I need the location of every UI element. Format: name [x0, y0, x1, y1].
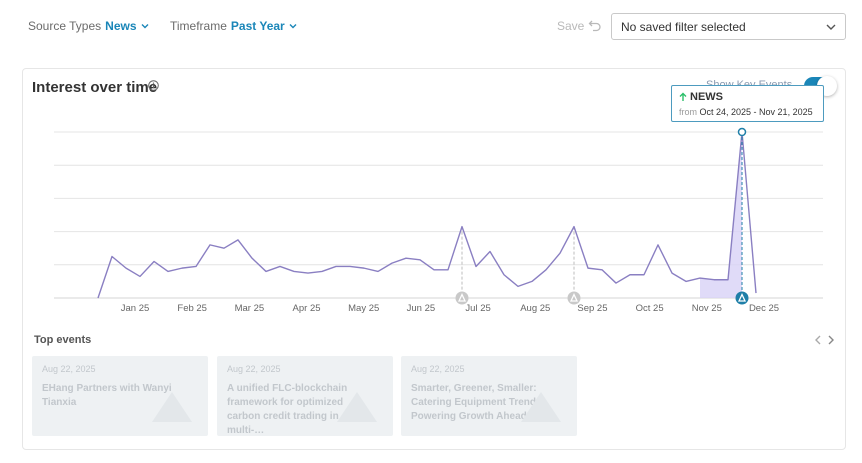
- timeframe-label: Timeframe: [170, 19, 227, 33]
- x-tick-label: Feb 25: [177, 303, 207, 314]
- x-tick-label: Apr 25: [293, 303, 321, 314]
- tooltip-range: from Oct 24, 2025 - Nov 21, 2025: [679, 107, 813, 117]
- source-types-value: News: [105, 19, 137, 33]
- chart-grid: [54, 131, 823, 299]
- chevron-down-icon: [141, 24, 149, 29]
- x-tick-label: Jul 25: [465, 303, 490, 314]
- peak-marker-glyph: [737, 292, 747, 302]
- timeframe-filter[interactable]: Timeframe Past Year: [170, 19, 297, 33]
- event-date: Aug 22, 2025: [42, 364, 96, 374]
- event-watermark-icon: [337, 392, 377, 422]
- interest-chart: Jan 25 Feb 25 Mar 25 Apr 25 May 25 Jun 25 Jul …: [54, 127, 823, 314]
- x-axis-ticks: Jan 25 Feb 25 Mar 25 Apr 25 May 25 Jun 25 Jul …: [121, 303, 779, 314]
- peak-event-marker[interactable]: [735, 291, 749, 305]
- x-tick-label: Aug 25: [520, 303, 550, 314]
- event-date: Aug 22, 2025: [227, 364, 281, 374]
- save-button[interactable]: Save: [557, 19, 585, 33]
- x-tick-label: Sep 25: [577, 303, 607, 314]
- tooltip-category: NEWS: [690, 91, 723, 103]
- saved-filter-select[interactable]: No saved filter selected: [611, 13, 846, 40]
- event-title: Smarter, Greener, Smaller: Catering Equi…: [411, 383, 549, 422]
- event-card[interactable]: Aug 22, 2025 EHang Partners with Wanyi T…: [32, 356, 208, 436]
- event-title: A unified FLC-blockchain framework for o…: [227, 383, 348, 436]
- card-title: Interest over time: [32, 79, 158, 96]
- key-event-lines: [461, 226, 575, 298]
- saved-filter-value: No saved filter selected: [621, 20, 746, 34]
- marker-glyph: [457, 292, 467, 302]
- event-date: Aug 22, 2025: [411, 364, 465, 374]
- x-tick-label: Jan 25: [121, 303, 150, 314]
- source-types-filter[interactable]: Source Types News: [28, 19, 149, 33]
- source-types-label: Source Types: [28, 19, 102, 33]
- event-title: EHang Partners with Wanyi Tianxia: [42, 383, 172, 408]
- tooltip-dates: Oct 24, 2025 - Nov 21, 2025: [699, 107, 813, 117]
- chevron-left-icon[interactable]: [814, 334, 822, 346]
- x-tick-label: May 25: [348, 303, 379, 314]
- event-marker-icon: [567, 291, 581, 305]
- chevron-down-icon: [826, 24, 836, 30]
- interest-over-time-card: Interest over time Show Key Events Jan 2…: [22, 68, 846, 450]
- tooltip-from-label: from: [679, 107, 697, 117]
- series-line: [97, 131, 757, 299]
- tooltip-header: NEWS: [679, 91, 723, 103]
- event-watermark-icon: [152, 392, 192, 422]
- undo-icon[interactable]: [588, 18, 602, 32]
- timeframe-value: Past Year: [230, 19, 285, 33]
- chevron-right-icon[interactable]: [827, 334, 835, 346]
- key-event-markers: [455, 291, 581, 305]
- x-tick-label: Mar 25: [235, 303, 265, 314]
- x-tick-label: Oct 25: [636, 303, 664, 314]
- event-card[interactable]: Aug 22, 2025 A unified FLC-blockchain fr…: [217, 356, 393, 436]
- event-card[interactable]: Aug 22, 2025 Smarter, Greener, Smaller: …: [401, 356, 577, 436]
- x-tick-label: Nov 25: [692, 303, 722, 314]
- top-events-heading: Top events: [34, 334, 92, 346]
- tooltip: NEWS from Oct 24, 2025 - Nov 21, 2025: [671, 85, 824, 122]
- event-watermark-icon: [521, 392, 561, 422]
- event-marker-icon: [455, 291, 469, 305]
- x-tick-label: Dec 25: [749, 303, 779, 314]
- marker-glyph: [569, 292, 579, 302]
- filter-bar: Source Types News Timeframe Past Year Sa…: [0, 0, 862, 54]
- chevron-down-icon: [289, 24, 297, 29]
- peak-point[interactable]: [737, 127, 747, 137]
- x-tick-label: Jun 25: [407, 303, 436, 314]
- info-icon[interactable]: [148, 80, 159, 91]
- arrow-up-icon: [679, 92, 687, 101]
- highlight-area: [700, 132, 742, 298]
